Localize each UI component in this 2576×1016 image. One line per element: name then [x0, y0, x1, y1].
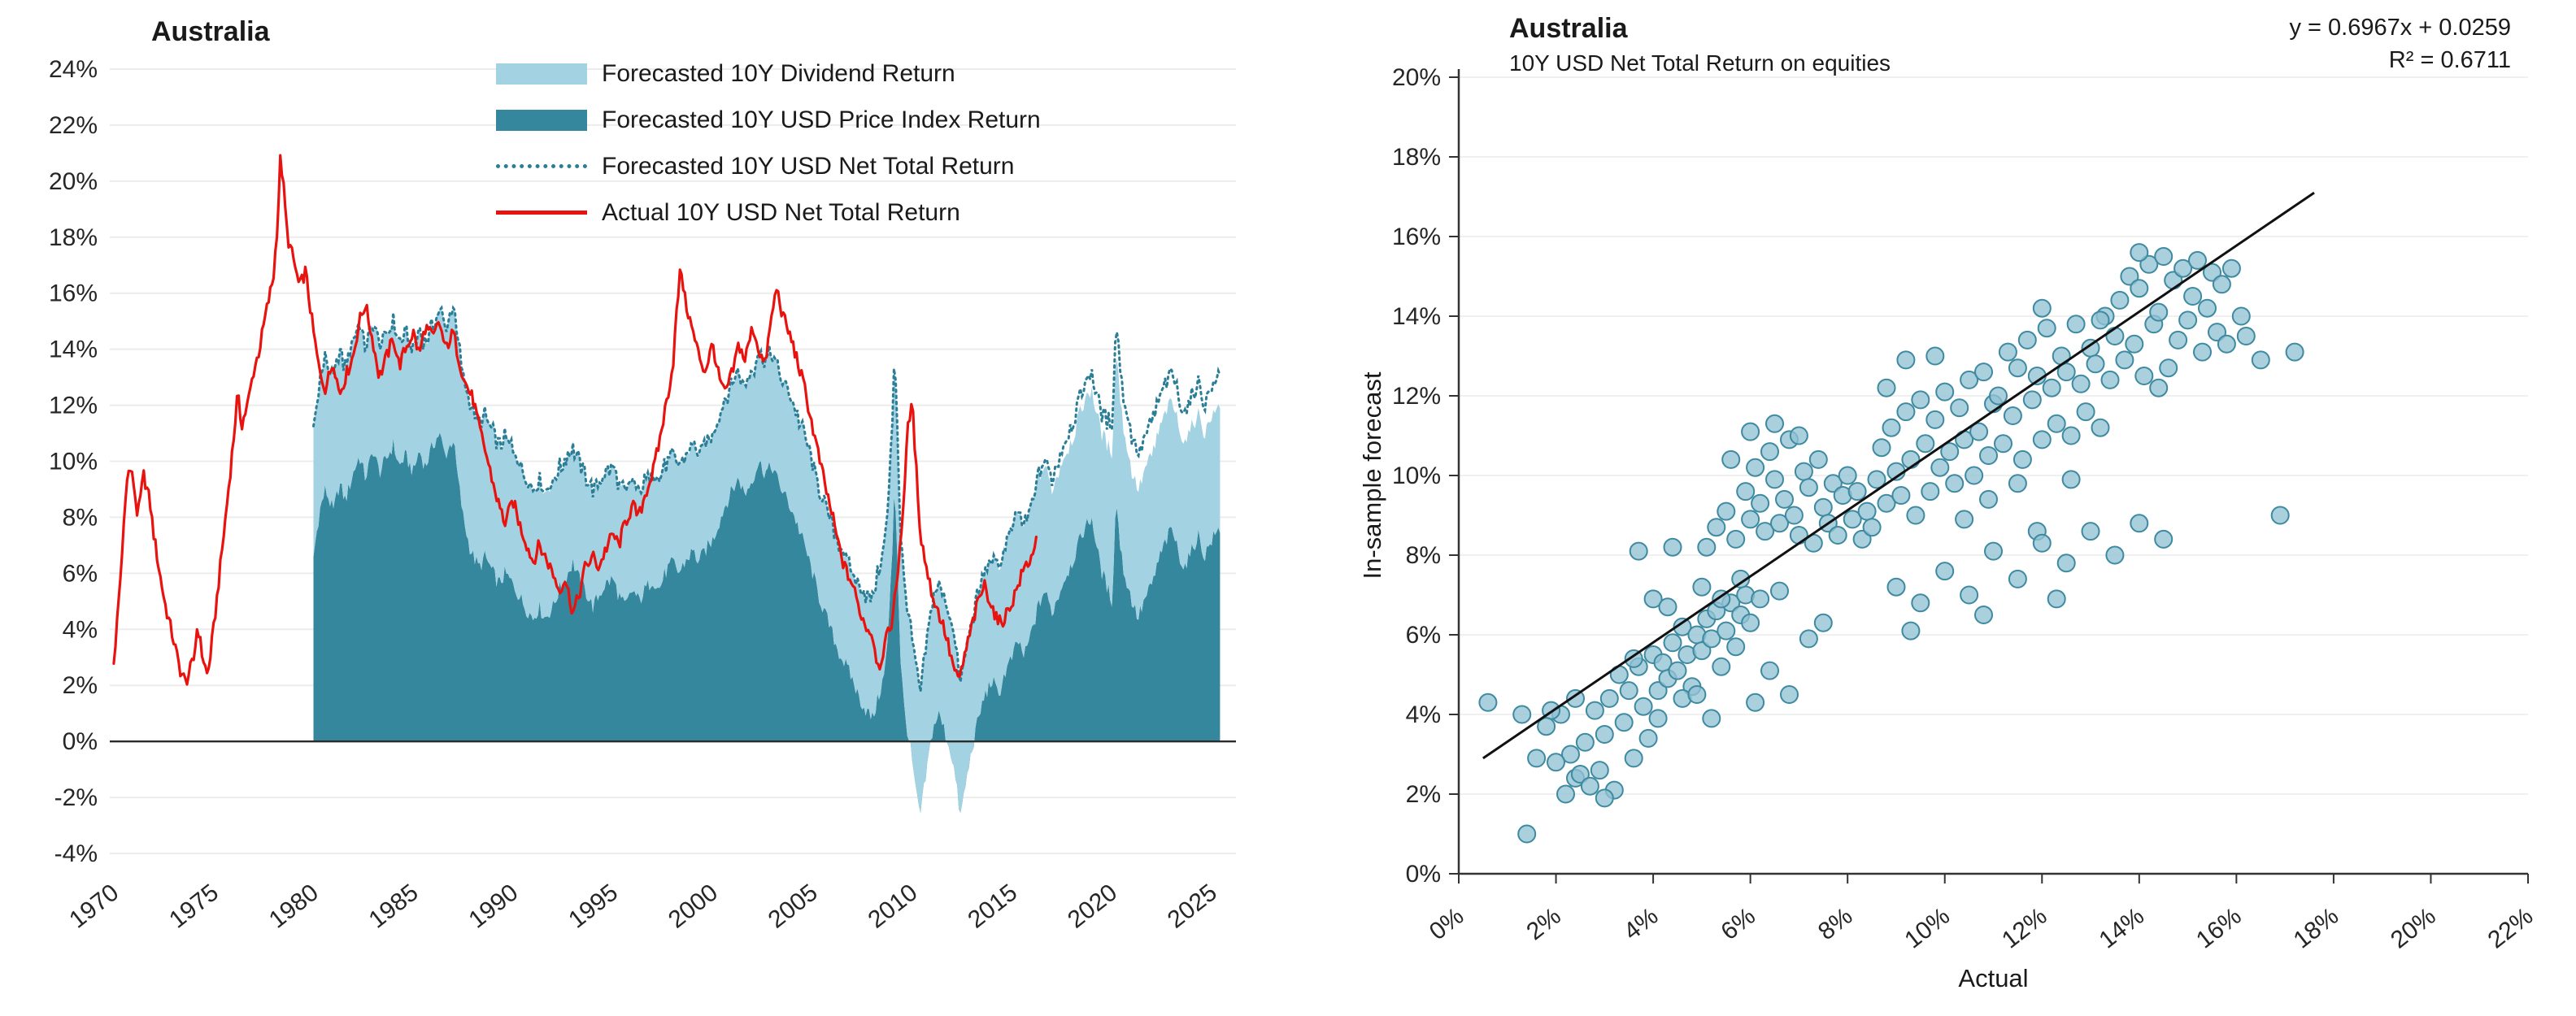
- svg-text:6%: 6%: [1406, 622, 1441, 649]
- svg-text:0%: 0%: [1425, 903, 1469, 946]
- svg-text:10%: 10%: [49, 449, 98, 475]
- left-chart-title: Australia: [151, 16, 270, 47]
- svg-text:14%: 14%: [2094, 903, 2149, 954]
- svg-text:4%: 4%: [1406, 701, 1441, 728]
- legend-item: Actual 10Y USD Net Total Return: [496, 189, 1041, 236]
- svg-text:8%: 8%: [1813, 903, 1857, 946]
- svg-text:8%: 8%: [1406, 542, 1441, 569]
- svg-text:22%: 22%: [49, 112, 98, 139]
- svg-text:20%: 20%: [1392, 64, 1441, 91]
- svg-text:16%: 16%: [49, 280, 98, 307]
- svg-text:8%: 8%: [63, 504, 98, 531]
- svg-text:1995: 1995: [564, 879, 623, 934]
- svg-text:10%: 10%: [1899, 903, 1955, 954]
- svg-text:2000: 2000: [664, 879, 723, 934]
- right-chart-svg: 0% 2% 4% 6% 8% 10% 12% 14% 16% 18% 20% 0% 2% 4% 6% 8% 10…: [1392, 64, 2539, 954]
- svg-text:20%: 20%: [2386, 903, 2441, 954]
- svg-text:16%: 16%: [2191, 903, 2247, 954]
- left-chart-svg: -4% -2% 0% 2% 4% 6% 8% 10% 12% 14% 16% 18% 20% 22% 24%…: [49, 56, 1236, 934]
- svg-text:-2%: -2%: [54, 784, 98, 811]
- svg-text:2020: 2020: [1063, 879, 1122, 934]
- right-chart-subtitle: 10Y USD Net Total Return on equities: [1509, 50, 1891, 76]
- legend-item: Forecasted 10Y Dividend Return: [496, 50, 1041, 97]
- svg-text:1985: 1985: [364, 879, 424, 934]
- right-chart: 0% 2% 4% 6% 8% 10% 12% 14% 16% 18% 20% 0% 2% 4% 6% 8% 10…: [1288, 0, 2576, 1016]
- svg-text:2%: 2%: [1521, 903, 1565, 946]
- y-axis-title: In-sample forecast: [1358, 371, 1386, 580]
- legend-swatch-actual: [496, 211, 587, 215]
- svg-text:6%: 6%: [1716, 903, 1760, 946]
- svg-text:20%: 20%: [49, 168, 98, 195]
- svg-text:18%: 18%: [49, 224, 98, 251]
- svg-text:0%: 0%: [63, 728, 98, 755]
- left-chart: -4% -2% 0% 2% 4% 6% 8% 10% 12% 14% 16% 18% 20% 22% 24%…: [49, 16, 1236, 934]
- svg-text:12%: 12%: [1392, 383, 1441, 410]
- svg-text:0%: 0%: [1406, 861, 1441, 888]
- svg-text:2025: 2025: [1163, 879, 1222, 934]
- svg-text:1975: 1975: [164, 879, 224, 934]
- regression-r-squared: R² = 0.6711: [2388, 47, 2511, 73]
- svg-text:6%: 6%: [63, 560, 98, 587]
- svg-text:16%: 16%: [1392, 224, 1441, 250]
- svg-text:4%: 4%: [63, 616, 98, 643]
- legend-item: Forecasted 10Y USD Price Index Return: [496, 97, 1041, 143]
- legend-label: Forecasted 10Y USD Price Index Return: [602, 106, 1041, 133]
- legend-item: Forecasted 10Y USD Net Total Return: [496, 143, 1041, 189]
- svg-text:24%: 24%: [49, 56, 98, 83]
- svg-text:14%: 14%: [1392, 303, 1441, 330]
- legend-swatch-price: [496, 109, 587, 131]
- legend-swatch-forecast-total: [496, 164, 587, 168]
- svg-text:14%: 14%: [49, 336, 98, 363]
- svg-text:22%: 22%: [2483, 903, 2539, 954]
- legend-swatch-dividend: [496, 63, 587, 85]
- svg-text:1970: 1970: [64, 879, 124, 934]
- legend-label: Actual 10Y USD Net Total Return: [602, 198, 960, 226]
- svg-text:18%: 18%: [1392, 144, 1441, 171]
- svg-text:-4%: -4%: [54, 840, 98, 867]
- svg-text:4%: 4%: [1619, 903, 1663, 946]
- svg-text:10%: 10%: [1392, 462, 1441, 489]
- svg-text:2015: 2015: [963, 879, 1022, 934]
- svg-text:1980: 1980: [264, 879, 324, 934]
- regression-equation: y = 0.6967x + 0.0259: [2289, 15, 2512, 41]
- svg-text:2%: 2%: [1406, 781, 1441, 808]
- legend-label: Forecasted 10Y USD Net Total Return: [602, 152, 1015, 180]
- right-chart-title: Australia: [1509, 13, 1628, 44]
- svg-text:2%: 2%: [63, 672, 98, 699]
- svg-text:12%: 12%: [1997, 903, 2052, 954]
- svg-text:2005: 2005: [764, 879, 823, 934]
- regression-annotation: y = 0.6967x + 0.0259 R² = 0.6711: [2290, 11, 2512, 76]
- legend-label: Forecasted 10Y Dividend Return: [602, 59, 955, 87]
- legend: Forecasted 10Y Dividend Return Forecaste…: [496, 50, 1041, 236]
- svg-text:1990: 1990: [463, 879, 523, 934]
- svg-text:12%: 12%: [49, 393, 98, 419]
- x-axis-title: Actual: [1958, 964, 2029, 992]
- svg-text:18%: 18%: [2289, 903, 2344, 954]
- svg-text:2010: 2010: [864, 879, 923, 934]
